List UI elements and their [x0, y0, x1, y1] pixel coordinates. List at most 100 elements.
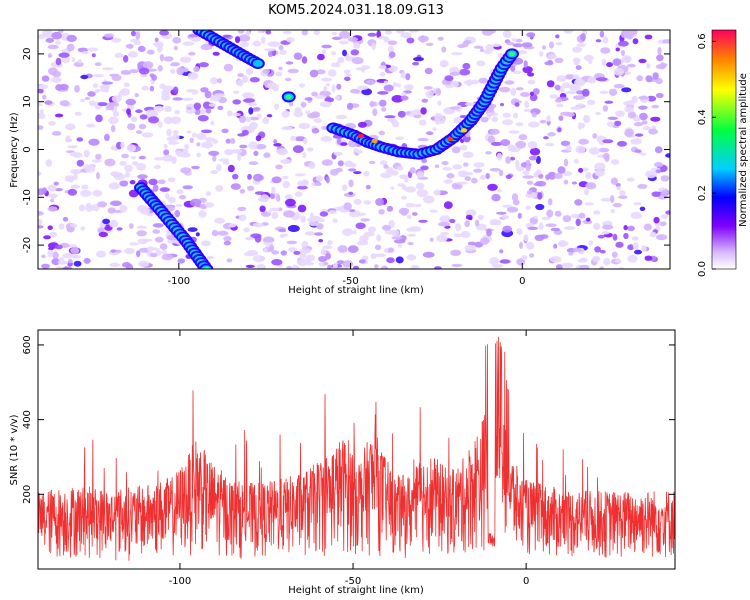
- spectrogram-cell: [85, 204, 94, 212]
- spectrogram-cell: [245, 67, 254, 76]
- spectrogram-cell: [500, 102, 504, 107]
- spectrogram-cell: [328, 210, 337, 215]
- spectrogram-cell: [218, 158, 230, 162]
- spectrogram-cell: [47, 44, 59, 50]
- spectrogram-cell: [246, 236, 254, 241]
- spectrogram-cell: [267, 82, 277, 90]
- spectrogram-cell: [575, 145, 586, 154]
- spectrogram-hotspot: [446, 136, 454, 142]
- spectrogram-cell: [437, 36, 444, 41]
- spectrogram-cell: [210, 77, 218, 85]
- spectrogram-cell: [529, 253, 535, 258]
- spectrogram-cell: [276, 148, 288, 156]
- spectrogram-ridge-cell: [252, 59, 263, 68]
- spectrogram-cell: [232, 99, 241, 105]
- spectrogram-cell: [159, 30, 170, 36]
- spectrogram-cell: [650, 116, 661, 122]
- spectrogram-cell: [271, 259, 283, 266]
- spectrogram-cell: [252, 255, 265, 263]
- spectrogram-cell: [554, 84, 561, 91]
- spectrogram-cell: [413, 57, 424, 62]
- spectrogram-cell: [200, 129, 213, 134]
- spectrogram-cell: [217, 230, 229, 236]
- spectrogram-cell: [101, 67, 114, 71]
- spectrogram-cell: [133, 40, 142, 46]
- spectrogram-cell: [69, 151, 78, 157]
- spectrogram-cell: [501, 204, 513, 208]
- spectrogram-cell: [350, 49, 360, 56]
- spectrogram-cell: [391, 95, 404, 103]
- spectrogram-cell: [249, 116, 260, 121]
- spectrogram-cell: [212, 51, 220, 56]
- spectrogram-cell: [464, 244, 476, 252]
- spectrogram-cell: [112, 111, 120, 117]
- spectrogram-cell: [380, 172, 392, 179]
- spectrogram-cell: [588, 147, 600, 155]
- spectrogram-cell: [216, 164, 222, 172]
- spectrogram-cell: [357, 85, 369, 91]
- spectrogram-cell: [556, 75, 567, 82]
- spectrogram-cell: [246, 249, 259, 256]
- spectrogram-cell: [313, 118, 322, 124]
- spectrogram-cell: [405, 203, 416, 208]
- spectrogram-cell: [94, 88, 100, 94]
- spectrogram-cell: [475, 223, 487, 231]
- spectrogram-cell: [332, 218, 338, 223]
- spectrogram-cell: [388, 51, 396, 58]
- spectrogram-cell: [421, 98, 429, 103]
- spectrogram-cell: [282, 175, 289, 180]
- spectrogram-cell: [159, 243, 168, 250]
- spectrogram-cell: [58, 257, 65, 262]
- spectrogram-cell: [645, 75, 653, 83]
- spectrogram-cell: [560, 140, 571, 147]
- spectrogram-cell: [463, 80, 473, 85]
- spectrogram-cell: [38, 112, 46, 119]
- spectrogram-cell: [555, 41, 563, 46]
- spectrogram-cell: [170, 116, 182, 125]
- spectrogram-cell: [282, 30, 292, 35]
- spectrogram-cell: [604, 155, 610, 163]
- spectrogram-cell: [190, 198, 202, 207]
- spectrogram-cell: [446, 173, 455, 179]
- spectrogram-cell: [116, 227, 123, 231]
- spectrogram-cell: [131, 30, 136, 37]
- spectrogram-cell: [397, 110, 406, 118]
- colorbar-ticks: 0.0 0.2 0.4 0.6: [697, 33, 716, 277]
- spectrogram-cell: [349, 163, 357, 168]
- spectrogram-cell: [600, 47, 611, 54]
- spectrogram-cell: [623, 232, 629, 240]
- spectrogram-cell: [123, 55, 129, 63]
- spectrogram-cell: [656, 234, 668, 241]
- spectrogram-cell: [253, 173, 263, 182]
- spectrogram-cell: [525, 163, 531, 172]
- spectrogram-cell: [374, 253, 387, 257]
- spectrogram-cell: [345, 73, 352, 77]
- spectrogram-cell: [372, 108, 378, 117]
- spectrogram-cell: [624, 129, 634, 137]
- spectrogram-cell: [444, 75, 454, 82]
- spectrogram-cell: [275, 164, 283, 170]
- spectrogram-cell: [513, 112, 518, 119]
- spectrogram-cell: [555, 264, 564, 269]
- spectrogram-cell: [621, 55, 632, 63]
- spectrogram-cell: [607, 116, 619, 121]
- spectrogram-cell: [74, 85, 80, 93]
- spectrogram-cell: [145, 109, 157, 117]
- spectrogram-cell: [294, 191, 303, 197]
- spectrogram-cell: [59, 100, 70, 107]
- spectrogram-cell: [381, 224, 392, 231]
- spectrogram-cell: [415, 182, 425, 190]
- spectrogram-cell: [254, 234, 262, 243]
- spectrogram-cell: [308, 162, 316, 170]
- spectrogram-ridge-cell: [285, 94, 292, 100]
- spectrogram-cell: [615, 110, 625, 117]
- spectrogram-cell: [565, 144, 572, 152]
- spectrogram-cell: [38, 211, 44, 216]
- spectrogram-cell: [230, 183, 241, 190]
- spectrogram-cell: [425, 90, 434, 98]
- spectrogram-cell: [602, 224, 614, 230]
- spectrogram-cell: [341, 184, 348, 191]
- spectrogram-cell: [499, 259, 511, 264]
- spectrogram-cell: [480, 116, 489, 123]
- spectrogram-cell: [304, 231, 317, 236]
